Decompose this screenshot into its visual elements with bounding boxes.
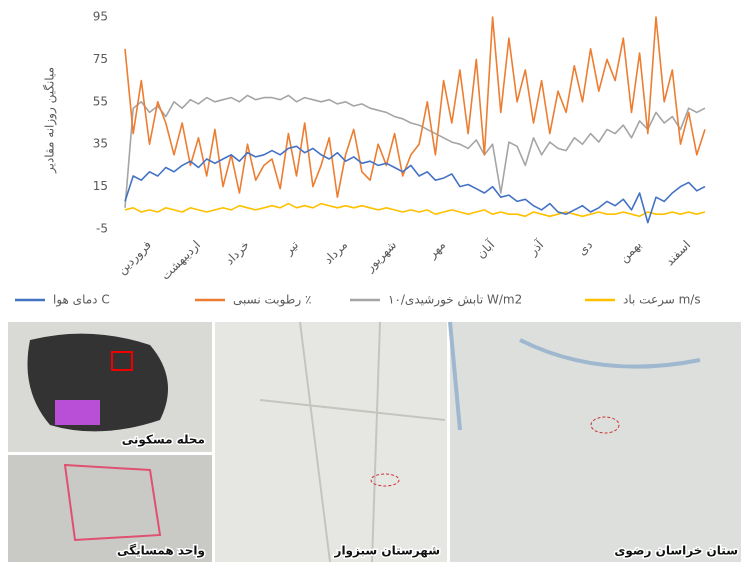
legend-label: سرعت باد m/s <box>623 293 701 308</box>
map-highlight <box>590 416 620 434</box>
y-axis-label: میانگین روزانه مقادیر <box>43 67 58 174</box>
map-highlight <box>111 351 133 371</box>
panel-label: محله مسکونی <box>122 433 205 448</box>
x-tick-label: مهر <box>424 238 448 262</box>
y-tick-label: 75 <box>93 52 108 66</box>
x-tick-label: دی <box>575 238 595 258</box>
x-tick-label: تیر <box>281 238 302 259</box>
data-line <box>124 94 706 208</box>
map-boundary <box>63 463 162 542</box>
x-tick-label: بهمن <box>617 238 645 266</box>
map-highlight <box>370 473 400 487</box>
y-tick-label: 55 <box>93 94 108 108</box>
y-tick-label: -5 <box>96 222 108 236</box>
map-panels: محله مسکونی واحد همسایگی شهرستان سبزوار … <box>8 321 741 562</box>
legend-label: رطوبت نسبی ٪ <box>233 293 311 308</box>
map-city <box>215 322 447 562</box>
x-tick-label: اردیبهشت <box>158 238 204 284</box>
y-tick-label: 35 <box>93 137 108 151</box>
x-tick-label: آذر <box>525 237 548 260</box>
map-province <box>450 322 741 562</box>
x-tick-label: مرداد <box>321 238 351 268</box>
panel-label: ستان خراسان رضوی <box>614 544 738 559</box>
panel-label: شهرستان سبزوار <box>334 544 440 559</box>
y-tick-label: 15 <box>93 179 108 193</box>
legend-label: تابش خورشیدی/۱۰ W/m2 <box>388 293 522 308</box>
map-neighborhood <box>8 455 212 562</box>
legend-label: دمای هوا C <box>53 293 110 308</box>
panel-label: واحد همسایگی <box>117 544 205 559</box>
x-tick-label: آبان <box>473 237 498 262</box>
data-line <box>124 202 706 218</box>
map-border <box>448 321 701 431</box>
y-tick-label: 95 <box>93 10 108 24</box>
map-district <box>55 400 100 425</box>
x-tick-label: شهریور <box>362 238 400 276</box>
data-line <box>124 145 706 224</box>
x-tick-label: اسفند <box>663 238 694 269</box>
x-tick-label: خرداد <box>222 238 252 268</box>
x-tick-label: فروردین <box>115 238 155 278</box>
data-line <box>124 16 706 198</box>
map-roads <box>259 321 446 562</box>
